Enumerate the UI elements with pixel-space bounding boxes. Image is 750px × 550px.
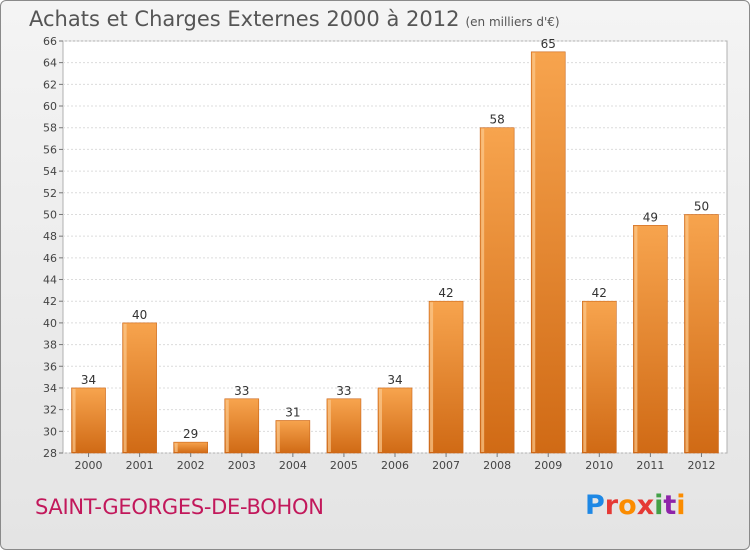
data-label: 40 [132, 308, 147, 322]
bars: 34 40 29 33 31 33 34 42 58 65 42 49 50 [71, 37, 719, 454]
bar [428, 300, 464, 454]
y-tick-label: 32 [43, 404, 57, 417]
data-label: 29 [183, 427, 198, 441]
x-tick-label: 2001 [126, 459, 154, 472]
data-label: 50 [694, 199, 709, 213]
y-tick-label: 54 [43, 165, 57, 178]
data-label: 34 [81, 373, 96, 387]
bar [224, 398, 260, 454]
x-tick-label: 2012 [687, 459, 715, 472]
data-label: 33 [234, 384, 249, 398]
y-tick-label: 28 [43, 447, 57, 460]
y-tick-label: 42 [43, 295, 57, 308]
data-label: 34 [387, 373, 402, 387]
bar [633, 225, 668, 454]
bar-highlight [583, 302, 587, 452]
y-axis: 28 30 32 34 36 38 40 42 44 46 48 50 52 54 56 58 60 62 64 66 [43, 35, 63, 460]
y-tick-label: 56 [43, 143, 57, 156]
y-tick-label: 62 [43, 78, 57, 91]
bar [275, 420, 311, 454]
y-tick-label: 30 [43, 425, 57, 438]
bar [71, 387, 106, 454]
bar [377, 387, 413, 454]
bar-highlight [481, 128, 485, 452]
bar-highlight [174, 443, 178, 452]
y-tick-label: 50 [43, 208, 57, 221]
bar-highlight [123, 323, 127, 452]
bar [173, 441, 208, 454]
x-tick-label: 2008 [483, 459, 511, 472]
data-label: 58 [490, 113, 505, 127]
bar-highlight [685, 215, 689, 452]
data-label: 49 [643, 210, 658, 224]
data-label: 31 [285, 405, 300, 419]
y-tick-label: 38 [43, 339, 57, 352]
x-tick-label: 2000 [75, 459, 103, 472]
data-label: 65 [541, 37, 556, 51]
y-tick-label: 60 [43, 100, 57, 113]
bar [684, 214, 719, 454]
x-tick-label: 2011 [636, 459, 664, 472]
bar-highlight [225, 399, 229, 452]
bar-highlight [430, 302, 434, 452]
y-tick-label: 52 [43, 187, 57, 200]
bar-highlight [634, 226, 638, 452]
bar [530, 51, 566, 454]
data-label: 42 [592, 286, 607, 300]
x-tick-label: 2003 [228, 459, 256, 472]
y-tick-label: 48 [43, 230, 57, 243]
y-tick-label: 46 [43, 252, 57, 265]
y-tick-label: 58 [43, 122, 57, 135]
x-tick-label: 2006 [381, 459, 409, 472]
x-tick-label: 2007 [432, 459, 460, 472]
x-axis: 2000 2001 2002 2003 2004 2005 2006 2007 2008 2009… [75, 453, 715, 472]
x-tick-label: 2010 [585, 459, 613, 472]
bar-highlight [327, 399, 331, 452]
y-tick-label: 34 [43, 382, 57, 395]
bar [326, 398, 362, 454]
bar-highlight [532, 52, 536, 453]
commune-name: SAINT-GEORGES-DE-BOHON [35, 495, 324, 519]
x-tick-label: 2002 [177, 459, 205, 472]
bar [122, 322, 157, 454]
y-tick-label: 44 [43, 274, 57, 287]
y-tick-label: 40 [43, 317, 57, 330]
bar-highlight [379, 388, 382, 452]
data-label: 42 [438, 286, 453, 300]
bar [479, 127, 515, 454]
x-tick-label: 2004 [279, 459, 307, 472]
data-label: 33 [336, 384, 351, 398]
proxiti-logo[interactable]: Proxiti [585, 490, 686, 521]
x-tick-label: 2009 [534, 459, 562, 472]
bar-highlight [72, 388, 76, 452]
y-tick-label: 66 [43, 35, 57, 48]
bar [582, 300, 617, 454]
y-tick-label: 64 [43, 57, 57, 70]
chart-title: Achats et Charges Externes 2000 à 2012 (e… [29, 7, 560, 31]
y-tick-label: 36 [43, 360, 57, 373]
bar-highlight [276, 421, 280, 452]
chart-subtitle: (en milliers d'€) [465, 15, 560, 29]
x-tick-label: 2005 [330, 459, 358, 472]
